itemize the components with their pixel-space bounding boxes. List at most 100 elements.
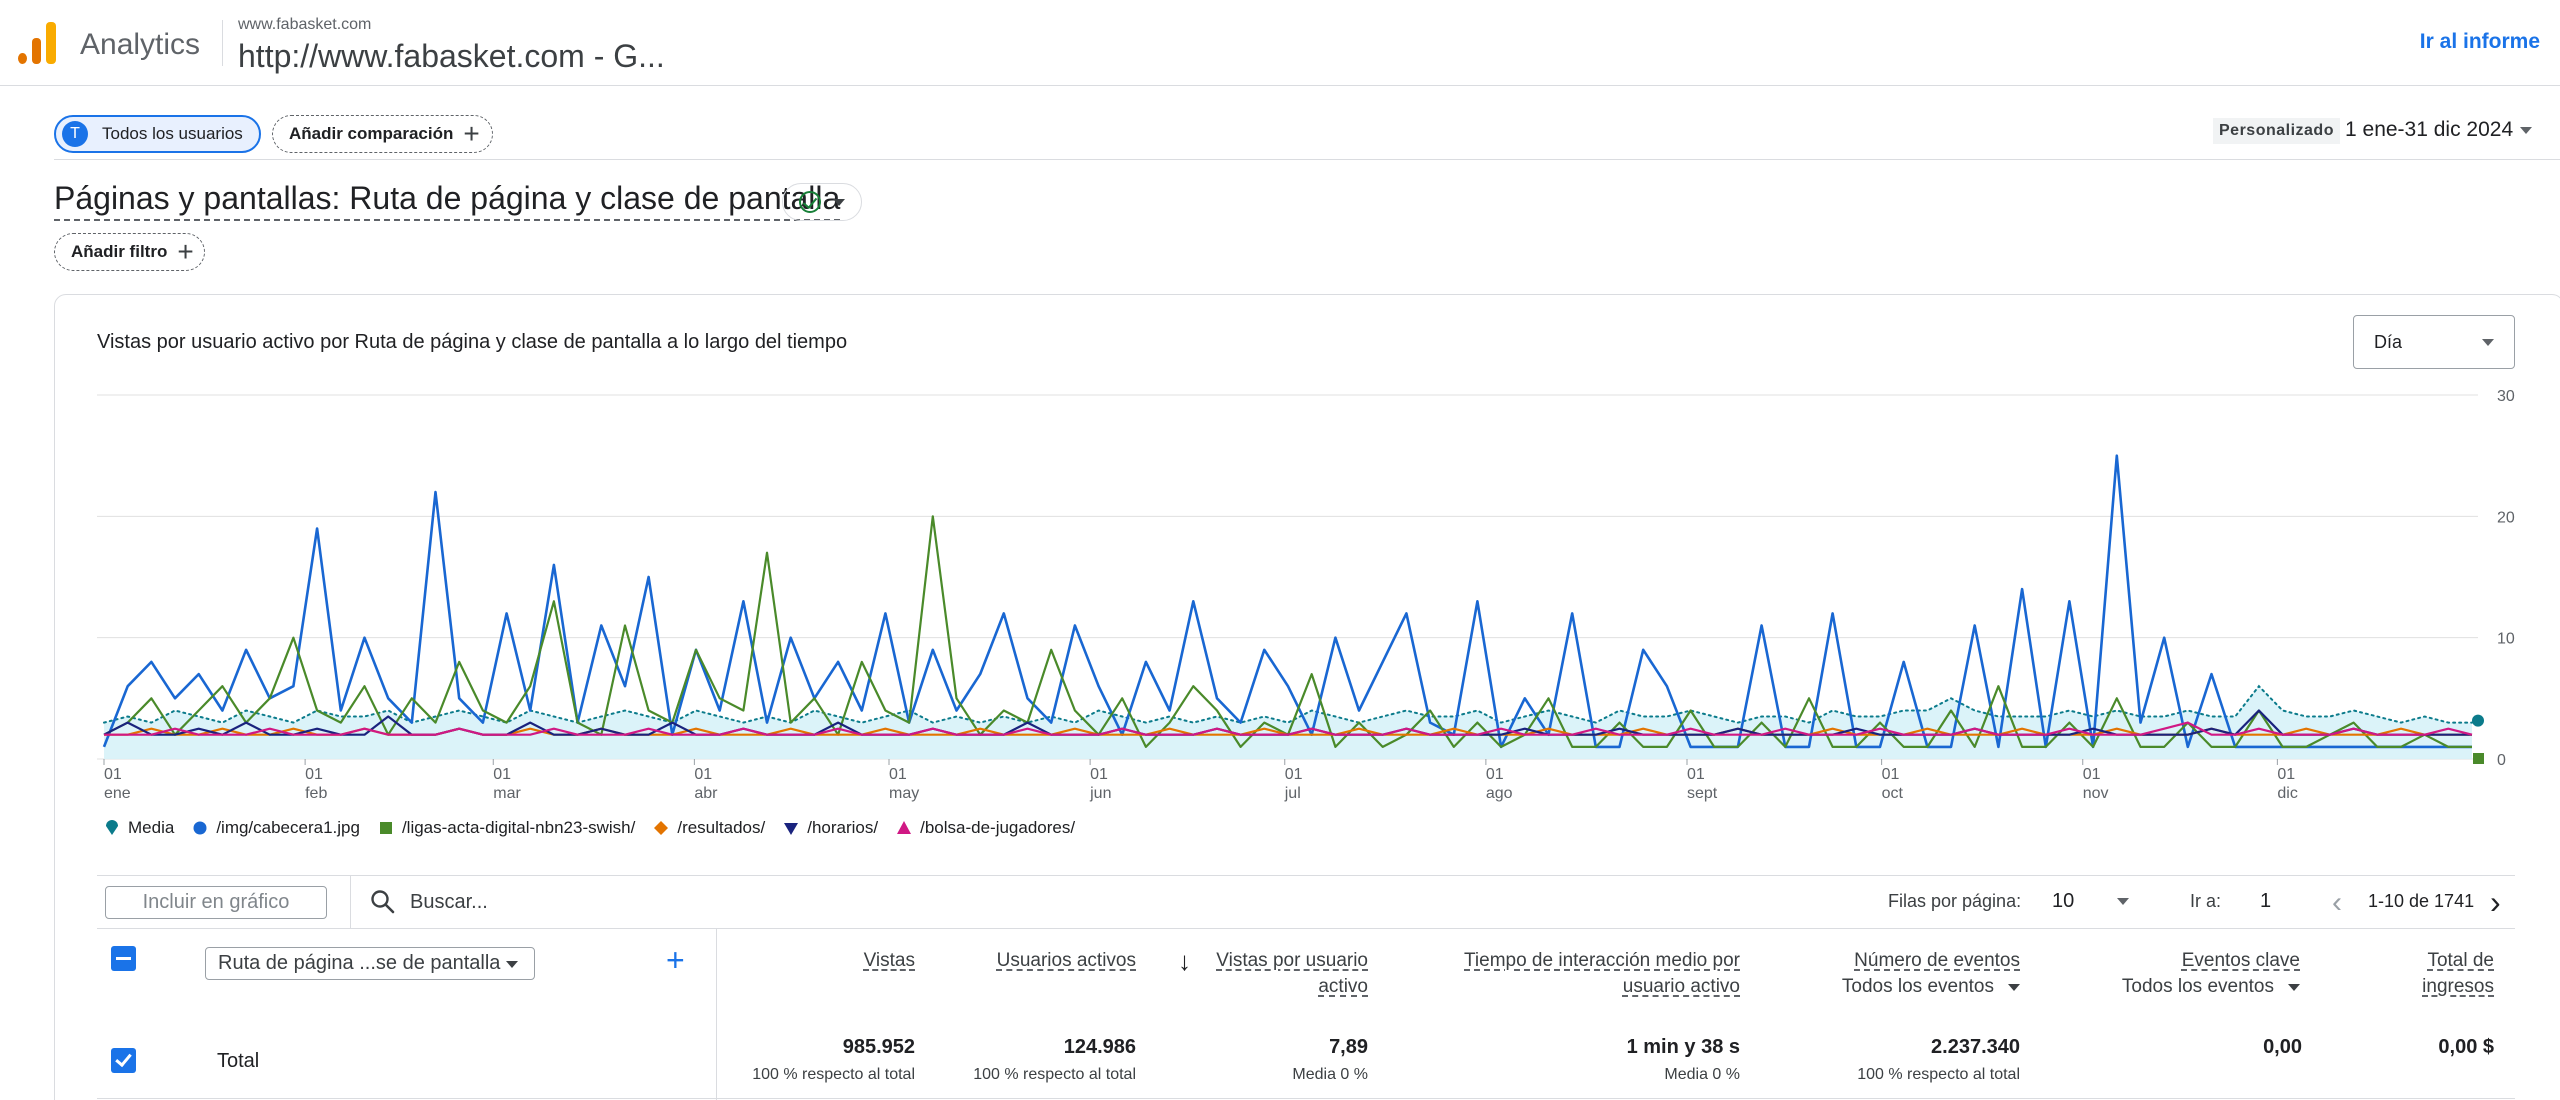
- column-label: Eventos clave: [2181, 950, 2300, 971]
- divider: [97, 1098, 2515, 1099]
- rows-per-page-select[interactable]: 10: [2052, 890, 2075, 912]
- column-header-total-revenue[interactable]: Total de ingresos: [2422, 948, 2494, 1000]
- column-header-engagement-time[interactable]: Tiempo de interacción medio por usuario …: [1464, 948, 1740, 1000]
- legend-item[interactable]: /img/cabecera1.jpg: [192, 818, 360, 838]
- column-label: Vistas: [863, 950, 915, 971]
- divider: [54, 159, 2560, 160]
- date-range-picker[interactable]: 1 ene-31 dic 2024: [2345, 118, 2514, 141]
- divider: [222, 20, 223, 66]
- chevron-down-icon[interactable]: [2117, 898, 2129, 905]
- column-label: Vistas por usuario: [1216, 950, 1368, 971]
- x-tick-month: nov: [2083, 785, 2109, 802]
- total-row-label: Total: [217, 1050, 260, 1072]
- top-app-bar: Analytics www.fabasket.com http://www.fa…: [0, 0, 2560, 86]
- legend-item[interactable]: /horarios/: [783, 818, 878, 838]
- chevron-down-icon: [2008, 983, 2020, 991]
- chevron-left-icon[interactable]: ‹: [2332, 886, 2342, 919]
- column-label: activo: [1318, 976, 1368, 997]
- y-tick-label: 20: [2497, 509, 2515, 526]
- x-tick-day: 01: [694, 766, 712, 783]
- legend-item[interactable]: Media: [104, 818, 174, 838]
- plus-icon: +: [177, 236, 194, 267]
- x-tick-day: 01: [1687, 766, 1705, 783]
- square-marker-icon: [379, 822, 392, 834]
- goto-page-input[interactable]: 1: [2260, 890, 2272, 912]
- y-tick-label: 10: [2497, 631, 2515, 648]
- sort-descending-icon[interactable]: ↓: [1178, 946, 1191, 976]
- account-property-label[interactable]: www.fabasket.com: [238, 16, 372, 33]
- add-filter-button[interactable]: Añadir filtro +: [54, 233, 205, 271]
- legend-item[interactable]: /ligas-acta-digital-nbn23-swish/: [378, 818, 635, 838]
- line-chart[interactable]: 30 20 10 0 01 ene 01 feb 01 mar 01 abr 01 may 01 jun 01 j…: [0, 370, 2560, 815]
- total-revenue: 0,00 $: [2438, 1036, 2494, 1058]
- chart-title: Vistas por usuario activo por Ruta de pá…: [97, 331, 848, 353]
- column-header-views[interactable]: Vistas: [864, 948, 915, 974]
- x-tick-month: oct: [1882, 785, 1904, 802]
- total-active-users: 124.986: [1063, 1036, 1136, 1058]
- granularity-value: Día: [2374, 331, 2403, 352]
- total-event-count-share: 100 % respecto al total: [1857, 1066, 2020, 1083]
- legend-label: Media: [128, 818, 175, 837]
- legend-label: /bolsa-de-jugadores/: [920, 818, 1076, 837]
- search-input[interactable]: [410, 885, 910, 919]
- key-event-filter-select[interactable]: Todos los eventos: [2122, 974, 2300, 1000]
- column-header-event-count[interactable]: Número de eventos Todos los eventos: [1842, 948, 2020, 1000]
- all-users-chip[interactable]: T Todos los usuarios: [54, 115, 261, 153]
- rows-per-page-label: Filas por página:: [1888, 891, 2022, 911]
- event-filter-select[interactable]: Todos los eventos: [1842, 974, 2020, 1000]
- x-tick-day: 01: [1285, 766, 1303, 783]
- legend-item[interactable]: /resultados/: [653, 818, 765, 838]
- add-filter-label: Añadir filtro: [71, 242, 168, 261]
- diamond-marker-icon: [654, 821, 669, 835]
- total-active-users-share: 100 % respecto al total: [973, 1066, 1136, 1083]
- x-tick-day: 01: [889, 766, 907, 783]
- granularity-select[interactable]: Día: [2353, 315, 2515, 369]
- column-header-active-users[interactable]: Usuarios activos: [997, 948, 1136, 974]
- total-row-checkbox[interactable]: [111, 1048, 136, 1073]
- total-views-per-user-avg: Media 0 %: [1292, 1066, 1368, 1083]
- x-tick-month: may: [889, 785, 919, 802]
- x-tick-day: 01: [1090, 766, 1108, 783]
- go-to-report-link[interactable]: Ir al informe: [2419, 30, 2540, 53]
- x-tick-day: 01: [2277, 766, 2295, 783]
- dimension-select[interactable]: Ruta de página ...se de pantalla: [205, 947, 535, 980]
- column-label: Total de: [2427, 950, 2494, 971]
- column-label: ingresos: [2422, 976, 2494, 997]
- column-label: usuario activo: [1622, 976, 1740, 997]
- column-label: Usuarios activos: [996, 950, 1136, 971]
- legend-item[interactable]: /bolsa-de-jugadores/: [896, 818, 1075, 838]
- add-dimension-plus-icon[interactable]: +: [666, 942, 685, 978]
- column-label: Tiempo de interacción medio por: [1464, 950, 1740, 971]
- chevron-down-icon[interactable]: [2520, 127, 2532, 134]
- column-header-key-events[interactable]: Eventos clave Todos los eventos: [2122, 948, 2300, 1000]
- include-in-chart-button[interactable]: Incluir en gráfico: [105, 886, 327, 919]
- x-tick-month: feb: [305, 785, 327, 802]
- report-status-button[interactable]: [782, 183, 862, 221]
- chevron-right-icon[interactable]: ›: [2490, 884, 2501, 920]
- add-comparison-label: Añadir comparación: [289, 124, 454, 143]
- x-tick-month: ene: [104, 785, 131, 802]
- total-views: 985.952: [842, 1036, 915, 1058]
- chart-legend: Media/img/cabecera1.jpg/ligas-acta-digit…: [104, 818, 1093, 838]
- report-card: [54, 294, 2560, 1100]
- chevron-down-icon: [2288, 983, 2300, 991]
- pagination-range: 1-10 de 1741: [2368, 891, 2475, 911]
- legend-label: /horarios/: [807, 818, 879, 837]
- chevron-down-icon: [833, 198, 845, 206]
- dimension-value: Ruta de página ...se de pantalla: [218, 952, 501, 974]
- x-tick-day: 01: [493, 766, 511, 783]
- legend-label: /img/cabecera1.jpg: [216, 818, 360, 837]
- legend-label: /ligas-acta-digital-nbn23-swish/: [401, 818, 636, 837]
- page-title[interactable]: Páginas y pantallas: Ruta de página y cl…: [54, 180, 841, 221]
- x-tick-day: 01: [2083, 766, 2101, 783]
- goto-page-label: Ir a:: [2190, 891, 2222, 911]
- x-tick-month: sept: [1687, 785, 1718, 802]
- check-circle-icon: [799, 191, 821, 213]
- add-comparison-button[interactable]: Añadir comparación +: [272, 115, 493, 153]
- column-header-views-per-user[interactable]: Vistas por usuario activo: [1216, 948, 1368, 1000]
- x-tick-month: mar: [493, 785, 521, 802]
- x-tick-month: jun: [1089, 785, 1111, 802]
- analytics-logo-icon[interactable]: [18, 22, 58, 64]
- select-all-checkbox[interactable]: [111, 946, 136, 971]
- account-selector[interactable]: http://www.fabasket.com - G...: [238, 38, 665, 74]
